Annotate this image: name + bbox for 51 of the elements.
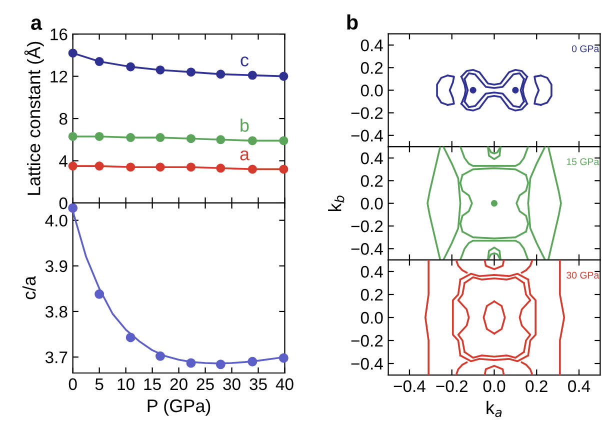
y-tick-label: 8 (59, 112, 68, 125)
y-tick-label: 12 (50, 70, 68, 82)
y-axis-title: c/a (22, 276, 36, 300)
chart-title: b (347, 14, 358, 30)
x-tick-label: 10 (118, 378, 134, 390)
y-tick-label: 3.7 (45, 351, 68, 364)
y-axis-title: Lattice constant (Å) (24, 42, 44, 195)
series-label: b (240, 118, 249, 132)
y-tick-label: 0.0 (360, 198, 383, 210)
y-tick-label: 0.4 (360, 39, 383, 52)
y-tick-label: 4 (59, 155, 68, 167)
annotation: 0 GPa (572, 45, 600, 52)
x-tick-label: 0.0 (483, 380, 506, 392)
x-axis-title: k$_{a}$ (486, 400, 502, 418)
x-axis-title: P (GPa) (148, 398, 210, 416)
y-tick-label: 0.2 (360, 175, 383, 187)
x-tick-label: 25 (196, 378, 214, 390)
x-tick-label: 0.4 (568, 380, 590, 392)
annotation: 15 GPa (566, 158, 600, 166)
y-tick-label: 3.8 (45, 306, 68, 318)
x-tick-label: 15 (144, 378, 161, 390)
series-label: c (240, 56, 249, 66)
y-axis-title: k$_{b}$ (328, 196, 344, 212)
x-tick-label: 40 (276, 378, 294, 390)
x-tick-label: 0.2 (526, 380, 548, 392)
x-tick-label: 0 (68, 378, 77, 390)
annotation: 30 GPa (566, 272, 600, 279)
y-tick-label: −0.2 (351, 334, 383, 347)
y-tick-label: 3.9 (45, 260, 68, 272)
y-tick-label: 0.4 (360, 152, 383, 164)
y-tick-label: −0.2 (351, 107, 383, 120)
y-tick-label: 0.4 (360, 266, 383, 278)
y-tick-label: 0.2 (360, 62, 383, 74)
y-tick-label: 0.0 (360, 312, 383, 324)
y-tick-label: 0.2 (360, 288, 383, 301)
y-tick-label: −0.2 (351, 220, 383, 232)
y-tick-label: −0.4 (351, 130, 383, 142)
y-tick-label: 0.0 (360, 84, 383, 96)
x-tick-label: 5 (95, 378, 104, 390)
chart-title: a (31, 18, 42, 30)
x-tick-label: −0.2 (436, 380, 468, 392)
y-tick-label: 0 (59, 197, 68, 210)
x-tick-label: 30 (223, 378, 240, 390)
y-tick-label: −0.4 (351, 243, 383, 255)
x-tick-label: −0.4 (394, 380, 426, 392)
x-tick-label: 35 (250, 378, 267, 390)
y-tick-label: 4.0 (45, 214, 68, 227)
y-tick-label: 16 (50, 28, 68, 40)
series-label: a (240, 150, 250, 160)
x-tick-label: 20 (170, 378, 188, 390)
y-tick-label: −0.4 (351, 358, 383, 370)
